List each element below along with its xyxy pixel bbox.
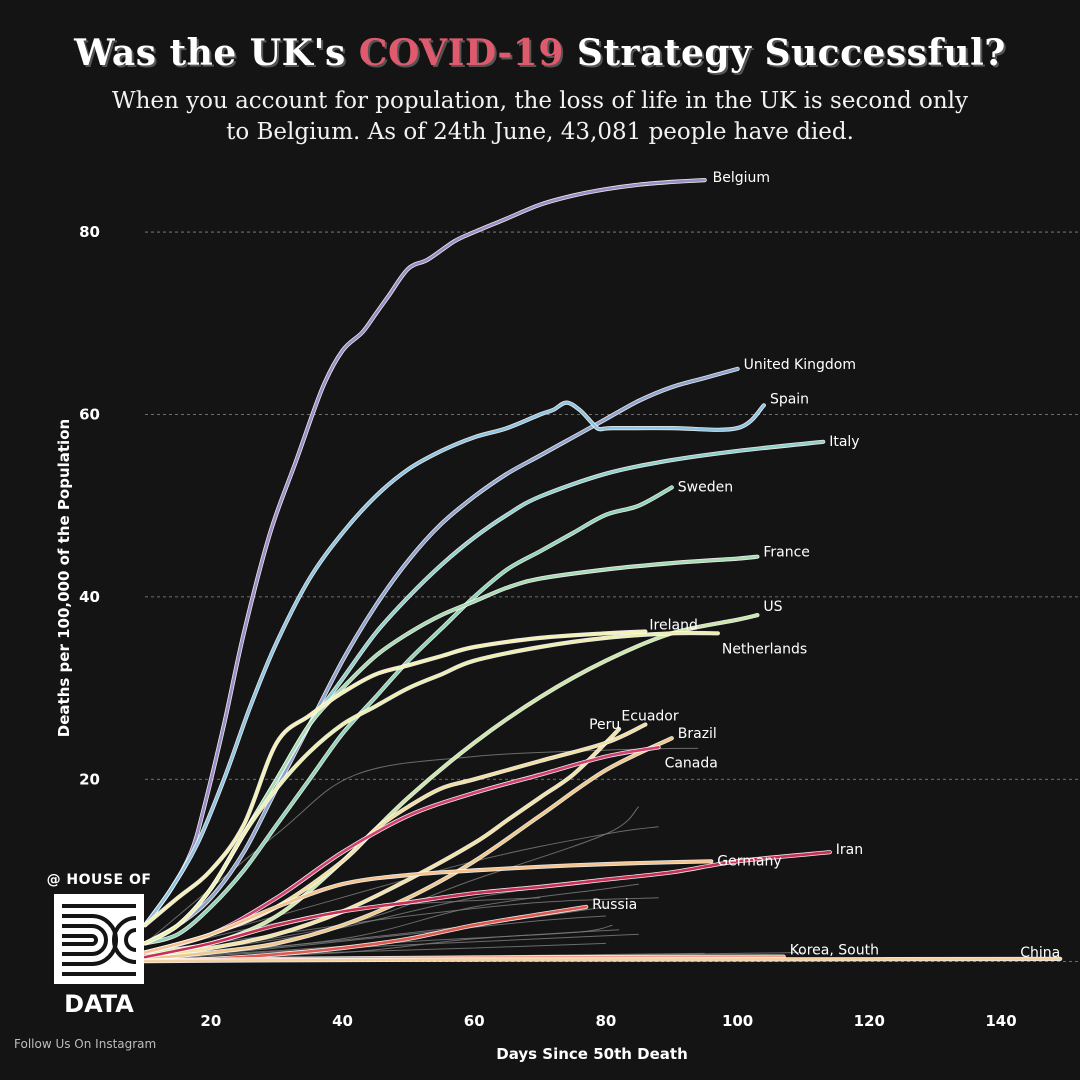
series-line-netherlands — [143, 631, 720, 945]
x-tick-label: 120 — [854, 1012, 885, 1030]
series-line-belgium — [143, 178, 706, 927]
series-line-outline — [142, 736, 674, 961]
series-label: Belgium — [713, 170, 770, 186]
series-label: United Kingdom — [744, 357, 856, 373]
instagram-follow-text[interactable]: Follow Us On Instagram — [14, 1037, 157, 1051]
x-tick-label: 80 — [595, 1012, 616, 1030]
y-tick-label: 80 — [79, 223, 100, 241]
series-label: Ecuador — [621, 709, 678, 725]
series-line-outline — [142, 178, 707, 928]
series-line-spain — [143, 401, 766, 927]
grid-lines — [145, 231, 1080, 963]
series-label: Brazil — [678, 726, 717, 742]
series-line-ireland — [143, 630, 647, 927]
country-series-lines — [142, 178, 1063, 964]
subtitle: When you account for population, the los… — [60, 86, 1020, 148]
series-label: Ireland — [649, 618, 697, 634]
other-country-line — [144, 933, 639, 961]
logo-bottom-text: DATA — [64, 990, 134, 1018]
subtitle-line-2: to Belgium. As of 24th June, 43,081 peop… — [226, 119, 854, 145]
y-axis-title: Deaths per 100,000 of the Population — [55, 419, 73, 737]
x-tick-label: 40 — [332, 1012, 353, 1030]
series-label: Sweden — [678, 479, 733, 495]
x-tick-label: 60 — [464, 1012, 485, 1030]
title-part-before: Was the UK's — [74, 32, 359, 74]
series-label: Germany — [717, 853, 781, 869]
x-tick-label: 100 — [722, 1012, 753, 1030]
other-country-line — [144, 747, 699, 944]
y-axis-ticks: 20 40 60 80 — [79, 223, 100, 788]
series-line-iran — [143, 850, 832, 959]
x-axis-ticks: 20 40 60 80 100 120 140 — [200, 1012, 1016, 1030]
series-line-canada — [143, 746, 660, 954]
series-label: Spain — [770, 391, 809, 407]
x-tick-label: 140 — [985, 1012, 1016, 1030]
logo-icon — [54, 894, 144, 984]
logo-arcs-icon — [56, 896, 142, 982]
house-of-data-logo[interactable]: @ HOUSE OF DATA — [30, 872, 168, 1018]
series-label: Iran — [836, 842, 863, 858]
series-label: Peru — [589, 717, 620, 733]
page-title: Was the UK's COVID-19 Strategy Successfu… — [0, 32, 1080, 74]
subtitle-line-1: When you account for population, the los… — [111, 88, 969, 114]
y-tick-label: 60 — [79, 405, 100, 423]
series-line-china — [143, 957, 1062, 963]
series-label: France — [763, 545, 810, 561]
series-label: Canada — [665, 755, 718, 771]
y-tick-label: 20 — [79, 770, 100, 788]
other-country-line — [144, 924, 613, 959]
series-label: China — [1020, 945, 1060, 961]
series-line-us — [143, 613, 759, 954]
series-line-outline — [142, 745, 661, 955]
x-tick-label: 20 — [200, 1012, 221, 1030]
logo-top-text: @ HOUSE OF — [46, 872, 152, 888]
title-highlight: COVID-19 — [358, 32, 564, 74]
series-label: Korea, South — [790, 943, 879, 959]
country-labels: Belgium United Kingdom Spain Italy Sweden Fra… — [589, 170, 1060, 961]
series-label: Italy — [829, 434, 859, 450]
series-label: US — [763, 599, 782, 615]
other-country-line — [144, 897, 659, 953]
x-axis-title: Days Since 50th Death — [496, 1045, 688, 1063]
series-line-sweden — [143, 486, 674, 945]
series-label: Russia — [592, 897, 637, 913]
series-line-united-kingdom — [143, 367, 739, 945]
title-part-after: Strategy Successful? — [563, 32, 1006, 74]
series-line-brazil — [143, 736, 674, 961]
series-line-peru — [143, 727, 621, 959]
series-line-germany — [143, 860, 713, 954]
series-label: Netherlands — [722, 641, 807, 657]
y-tick-label: 40 — [79, 588, 100, 606]
